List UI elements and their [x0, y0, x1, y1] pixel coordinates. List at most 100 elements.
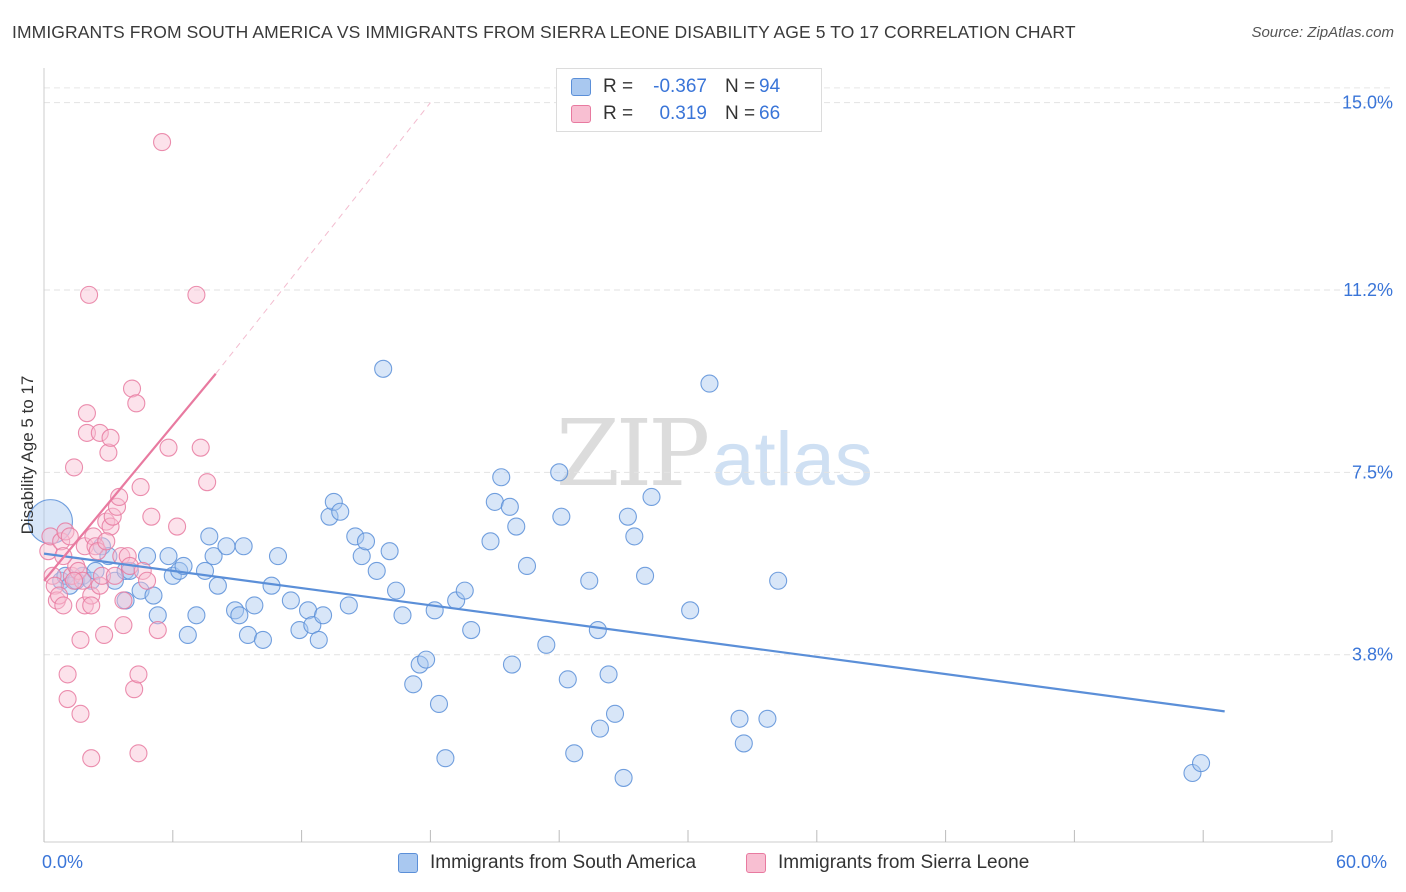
point-sierra-leone — [49, 586, 69, 605]
point-sierra-leone — [114, 591, 133, 610]
point-south-america — [404, 675, 423, 694]
point-sierra-leone — [148, 621, 167, 640]
point-south-america — [550, 463, 569, 482]
point-south-america — [599, 665, 618, 684]
legend-swatch-south-america — [571, 78, 591, 96]
point-sierra-leone — [58, 690, 77, 709]
point-south-america — [281, 591, 300, 610]
point-sierra-leone — [103, 507, 122, 526]
series-legend-sierra-leone[interactable]: Immigrants from Sierra Leone — [746, 852, 1029, 874]
point-south-america — [590, 719, 610, 738]
point-sierra-leone — [69, 561, 88, 580]
point-south-america — [367, 561, 386, 580]
point-south-america — [380, 542, 399, 561]
point-south-america — [565, 744, 584, 763]
point-south-america — [200, 527, 219, 546]
legend-n-value: 94 — [759, 76, 781, 97]
point-south-america — [217, 537, 236, 556]
point-south-america — [605, 704, 625, 723]
point-sierra-leone — [191, 438, 210, 457]
x-tick-label-max: 60.0% — [1336, 852, 1388, 872]
point-south-america — [642, 487, 661, 507]
legend-row-sierra-leone: R = 0.319 N = 66 — [571, 102, 780, 126]
point-south-america — [558, 670, 577, 689]
point-sierra-leone — [80, 285, 99, 304]
point-sierra-leone — [82, 596, 101, 615]
trendline-extension-sierra-leone — [215, 102, 431, 375]
point-south-america — [346, 527, 365, 546]
series-legend-south-america[interactable]: Immigrants from South America — [398, 852, 696, 874]
point-sierra-leone — [127, 394, 146, 413]
legend-r-value: 0.319 — [659, 103, 707, 124]
point-south-america — [588, 621, 607, 640]
point-sierra-leone — [52, 532, 71, 551]
point-sierra-leone — [131, 478, 150, 497]
point-south-america — [485, 492, 504, 511]
point-south-america — [1192, 754, 1211, 773]
point-south-america — [552, 507, 571, 526]
point-south-america — [309, 630, 328, 649]
point-south-america — [462, 621, 481, 640]
point-south-america — [159, 547, 178, 566]
point-sierra-leone — [92, 566, 112, 585]
legend-r-value: -0.367 — [653, 76, 707, 97]
point-south-america — [636, 566, 655, 585]
point-sierra-leone — [168, 517, 187, 536]
legend-n-label: N = — [725, 103, 756, 124]
point-sierra-leone — [54, 596, 73, 615]
point-sierra-leone — [99, 443, 118, 462]
point-sierra-leone — [58, 665, 77, 684]
y-axis-label: Disability Age 5 to 17 — [18, 375, 37, 535]
series-swatch-sierra-leone — [746, 853, 766, 873]
trendline-south-america — [43, 552, 1225, 713]
series-label-sierra-leone: Immigrants from Sierra Leone — [778, 852, 1030, 873]
point-sierra-leone — [65, 571, 84, 590]
legend-swatch-sierra-leone — [571, 105, 591, 123]
point-sierra-leone — [82, 749, 101, 768]
point-south-america — [268, 547, 288, 566]
legend-r-label: R = — [603, 103, 634, 124]
point-south-america — [331, 502, 350, 521]
point-south-america — [393, 606, 412, 625]
point-south-america — [429, 694, 449, 714]
point-sierra-leone — [153, 133, 172, 152]
point-sierra-leone — [105, 566, 124, 585]
point-sierra-leone — [198, 473, 217, 492]
point-sierra-leone — [129, 744, 148, 763]
point-south-america — [148, 606, 167, 625]
point-south-america — [517, 556, 537, 576]
point-south-america — [417, 650, 436, 669]
point-sierra-leone — [129, 665, 148, 684]
point-sierra-leone — [90, 423, 109, 442]
point-south-america — [374, 359, 393, 378]
legend-n-value: 66 — [759, 103, 781, 124]
point-south-america — [614, 768, 633, 787]
point-sierra-leone — [71, 704, 90, 723]
y-tick-label: 15.0% — [1342, 93, 1393, 113]
point-south-america — [734, 734, 753, 753]
point-south-america — [320, 507, 339, 526]
point-south-america — [436, 749, 455, 768]
point-sierra-leone — [75, 596, 94, 615]
point-south-america — [758, 709, 777, 728]
point-south-america — [314, 606, 333, 625]
point-sierra-leone — [77, 423, 96, 442]
point-south-america — [137, 547, 157, 566]
point-south-america — [681, 601, 700, 620]
series-label-south-america: Immigrants from South America — [430, 852, 697, 873]
legend-n-label: N = — [725, 76, 756, 97]
trendline-sierra-leone — [43, 373, 217, 582]
y-tick-label: 3.8% — [1352, 645, 1393, 665]
point-sierra-leone — [71, 630, 90, 649]
point-south-america — [245, 596, 264, 615]
point-sierra-leone — [95, 625, 114, 645]
point-south-america — [700, 374, 719, 393]
point-sierra-leone — [97, 532, 116, 551]
point-sierra-leone — [45, 576, 64, 595]
point-sierra-leone — [187, 285, 206, 304]
point-south-america — [253, 630, 273, 649]
legend-row-south-america: R = -0.367 N = 94 — [571, 75, 780, 99]
point-sierra-leone — [137, 571, 157, 590]
x-tick-label-min: 0.0% — [42, 852, 84, 872]
